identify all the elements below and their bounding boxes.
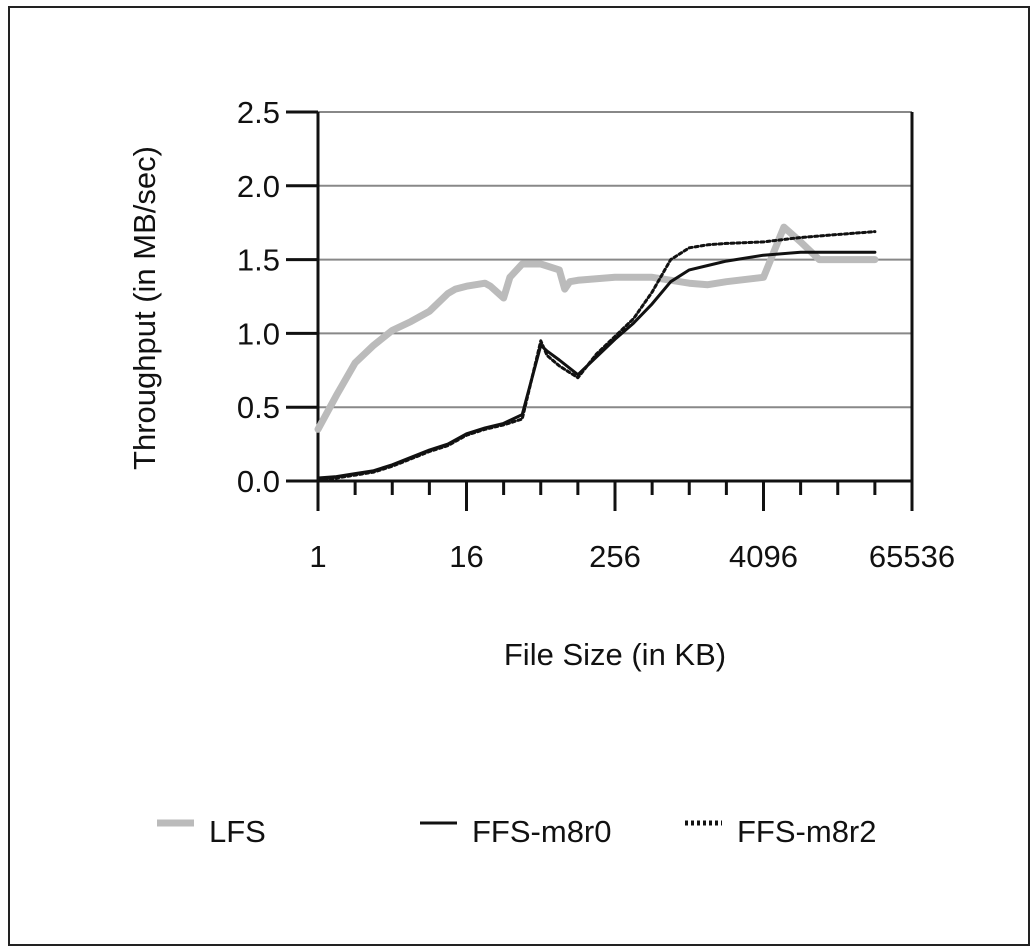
y-axis-label: Throughput (in MB/sec)	[127, 146, 162, 470]
y-tick-label: 2.0	[237, 169, 280, 204]
x-tick-label: 16	[449, 539, 483, 574]
y-tick-label: 1.0	[237, 316, 280, 351]
legend-label-ffs-m8r0: FFS-m8r0	[472, 814, 612, 849]
x-tick-label: 256	[589, 539, 641, 574]
y-tick-label: 2.5	[237, 95, 280, 130]
y-tick-label: 0.5	[237, 390, 280, 425]
legend-label-ffs-m8r2: FFS-m8r2	[737, 814, 877, 849]
y-tick-label: 0.0	[237, 464, 280, 499]
ticks: 0.0 0.5 1.0 1.5 2.0 2.5 1 16 256 4096 65536	[237, 95, 955, 574]
x-tick-label: 1	[309, 539, 326, 574]
x-tick-label: 65536	[869, 539, 955, 574]
series-line-lfs	[314, 223, 879, 433]
figure-frame	[8, 6, 1030, 946]
series-line-ffs-m8r0	[316, 250, 877, 480]
gridlines	[318, 111, 912, 409]
x-axis-label: File Size (in KB)	[504, 637, 726, 672]
legend: LFS FFS-m8r0 FFS-m8r2	[157, 814, 877, 849]
y-tick-label: 1.5	[237, 243, 280, 278]
axes	[316, 112, 914, 483]
series-line-ffs-m8r2	[316, 230, 877, 481]
x-tick-label: 4096	[729, 539, 798, 574]
throughput-chart: 0.0 0.5 1.0 1.5 2.0 2.5 1 16 256 4096 65536 File S…	[127, 95, 955, 849]
series	[314, 223, 879, 481]
legend-label-lfs: LFS	[209, 814, 266, 849]
